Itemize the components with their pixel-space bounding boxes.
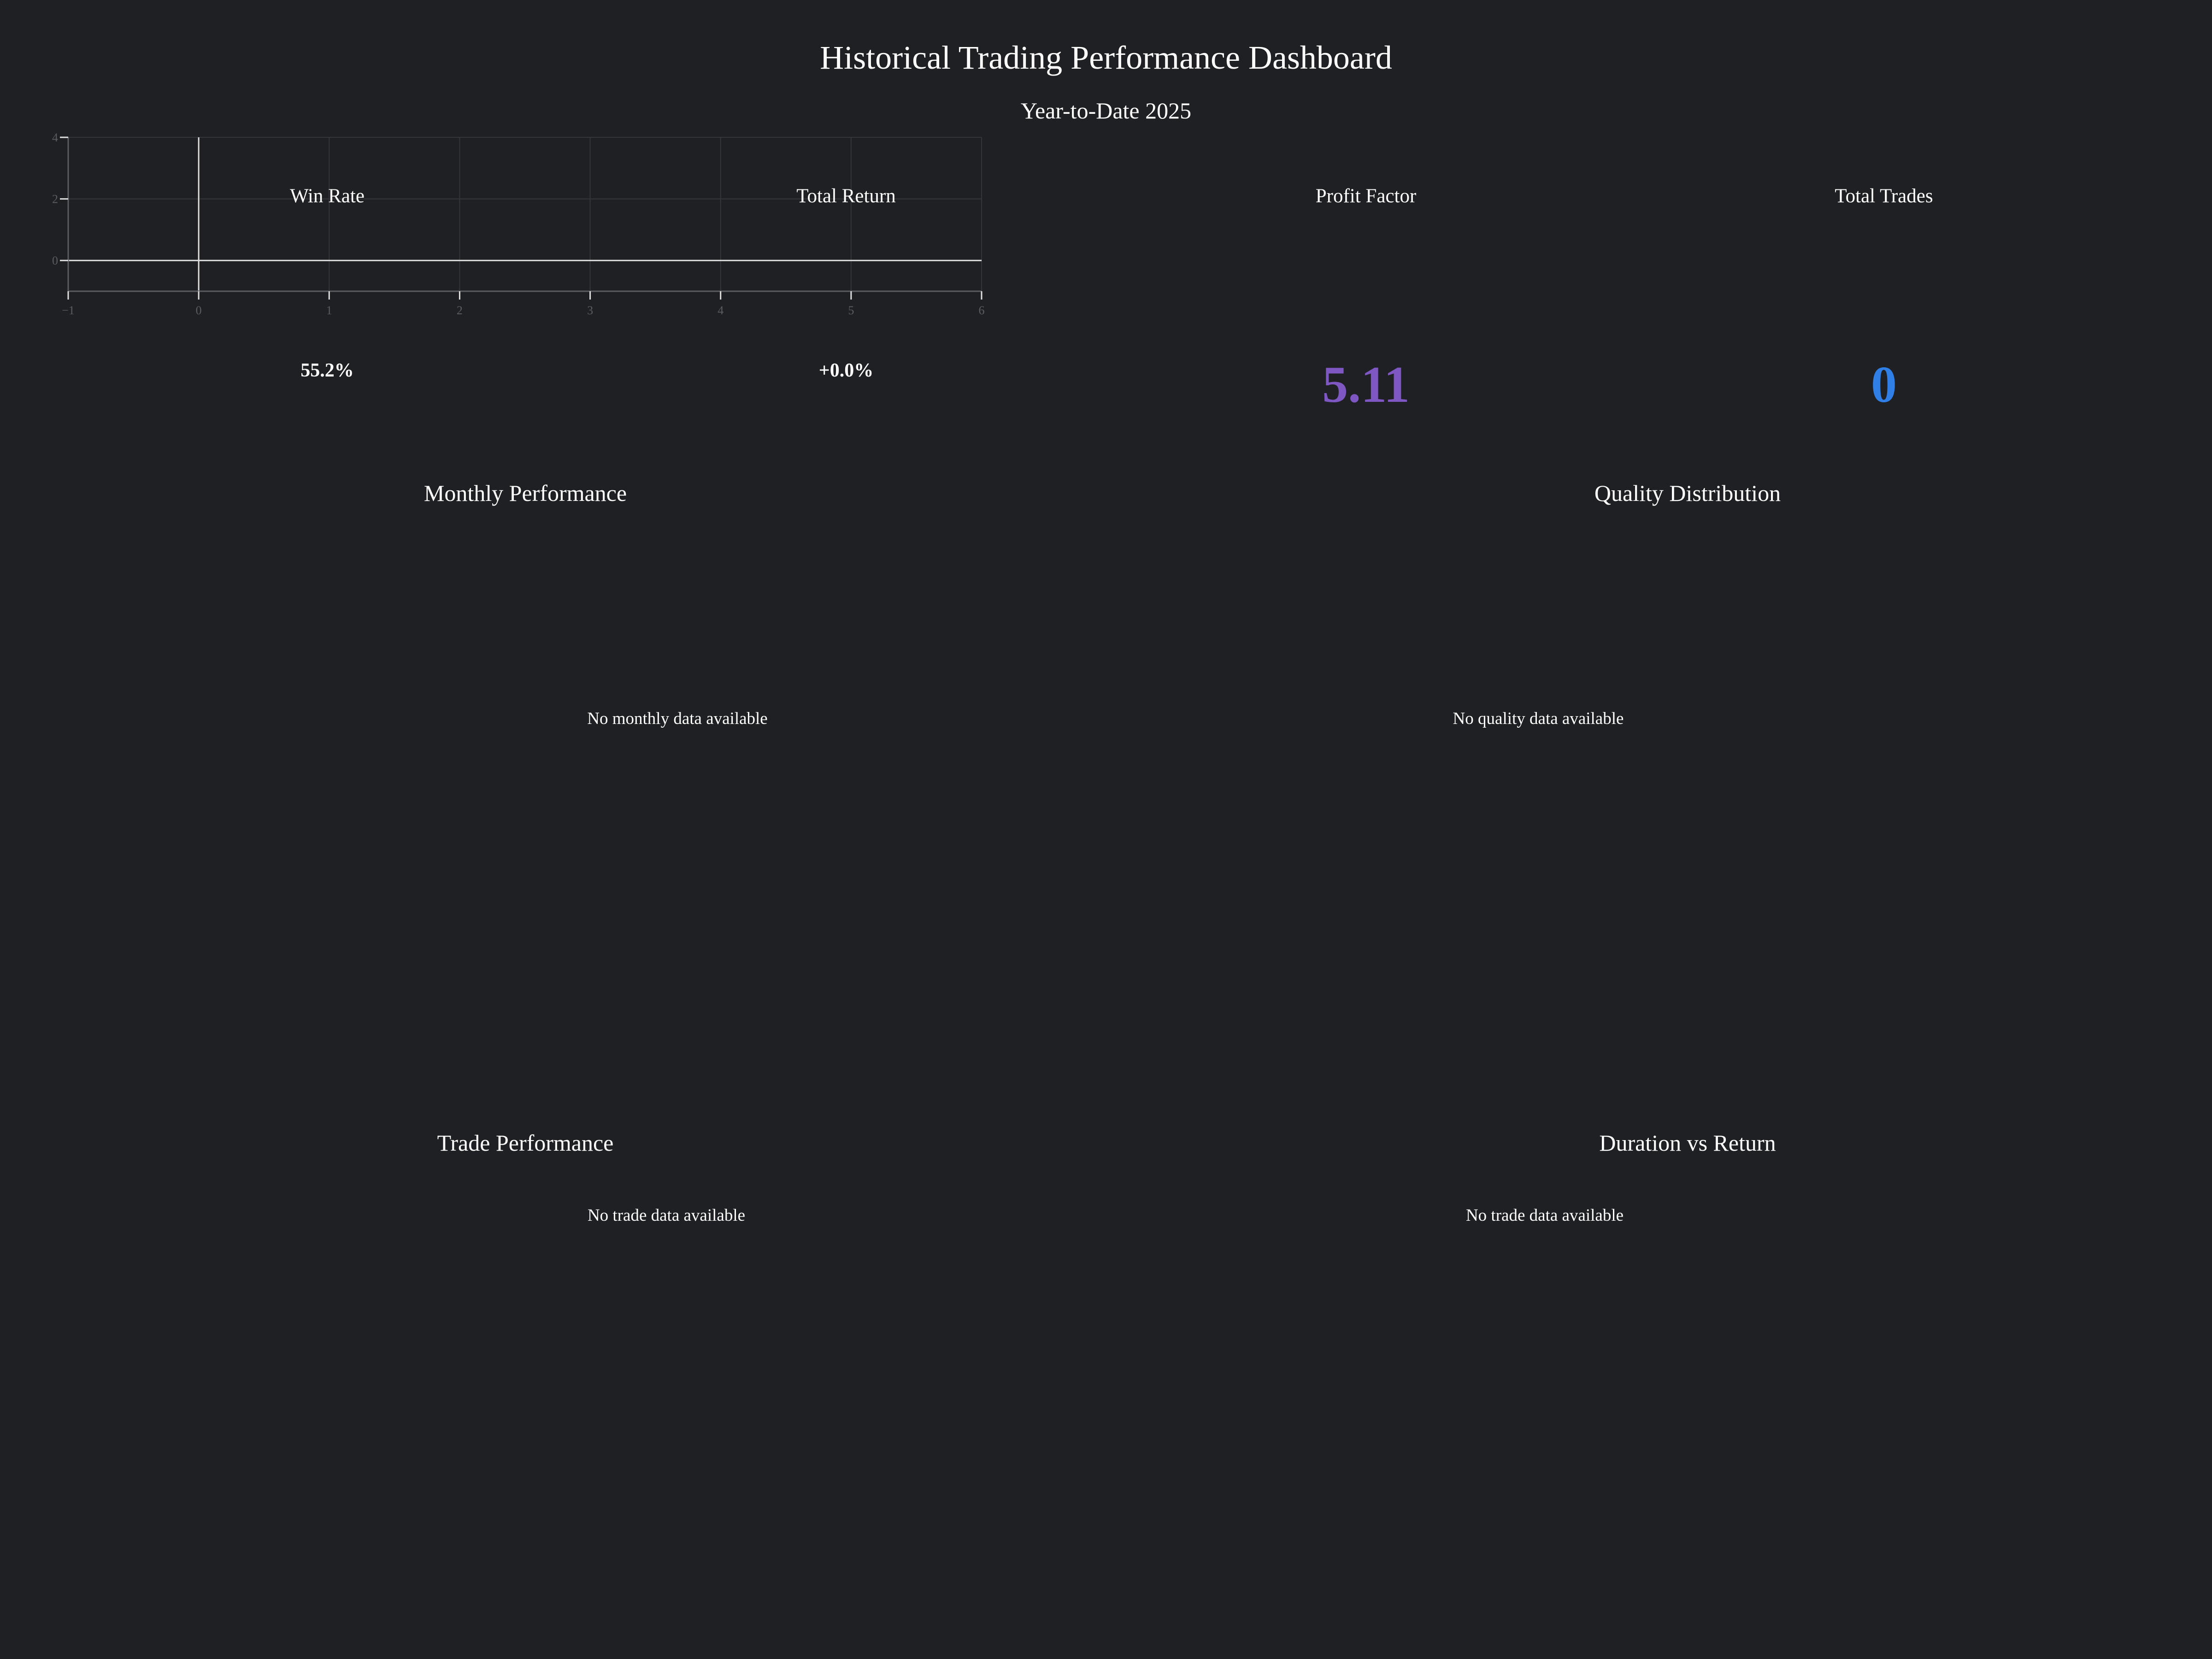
profit-factor-label: Profit Factor — [1315, 185, 1417, 207]
total-return-value: +0.0% — [818, 360, 874, 381]
win-rate-value: 55.2% — [300, 360, 354, 381]
profit-factor-value: 5.11 — [1322, 356, 1410, 413]
quality-empty-message: No quality data available — [1453, 709, 1624, 728]
x-tick-label: 1 — [326, 304, 332, 317]
dashboard-title: Historical Trading Performance Dashboard — [820, 39, 1392, 76]
trade-performance-title: Trade Performance — [437, 1130, 614, 1156]
x-tick-label: 6 — [979, 304, 985, 317]
x-tick-label: 0 — [196, 304, 202, 317]
duration-vs-return-title: Duration vs Return — [1599, 1130, 1776, 1156]
total-trades-value: 0 — [1871, 356, 1897, 413]
y-tick-label: 4 — [52, 131, 58, 144]
monthly-empty-message: No monthly data available — [587, 709, 768, 728]
x-tick-label: 5 — [848, 304, 854, 317]
x-tick-label: 4 — [718, 304, 724, 317]
monthly-performance-title: Monthly Performance — [424, 480, 627, 506]
y-tick-label: 0 — [52, 254, 58, 267]
win-rate-label: Win Rate — [290, 185, 365, 207]
duration-empty-message: No trade data available — [1465, 1206, 1624, 1225]
x-tick-label: −1 — [62, 304, 75, 317]
x-tick-label: 3 — [587, 304, 593, 317]
dashboard-subtitle: Year-to-Date 2025 — [1020, 98, 1192, 124]
x-tick-label: 2 — [457, 304, 463, 317]
quality-distribution-title: Quality Distribution — [1594, 480, 1781, 506]
trades-empty-message: No trade data available — [587, 1206, 746, 1225]
y-tick-label: 2 — [52, 193, 58, 206]
total-trades-label: Total Trades — [1835, 185, 1933, 207]
total-return-label: Total Return — [796, 185, 896, 207]
